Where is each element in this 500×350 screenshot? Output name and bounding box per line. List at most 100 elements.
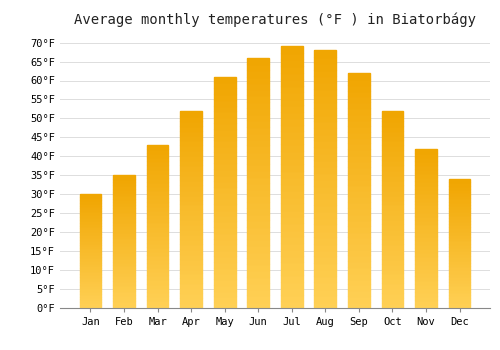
Bar <box>314 134 336 140</box>
Bar <box>448 228 470 231</box>
Bar <box>448 179 470 182</box>
Bar <box>113 281 135 285</box>
Bar <box>281 288 302 295</box>
Bar <box>214 129 236 134</box>
Bar <box>382 121 404 126</box>
Bar <box>146 251 169 255</box>
Bar <box>80 203 102 206</box>
Bar <box>248 58 269 308</box>
Title: Average monthly temperatures (°F ) in Biatorbágy: Average monthly temperatures (°F ) in Bi… <box>74 12 476 27</box>
Bar <box>80 194 102 308</box>
Bar <box>214 140 236 146</box>
Bar <box>382 165 404 170</box>
Bar <box>281 99 302 105</box>
Bar <box>314 224 336 231</box>
Bar <box>348 132 370 138</box>
Bar <box>214 175 236 181</box>
Bar <box>348 73 370 79</box>
Bar <box>248 108 269 114</box>
Bar <box>382 224 404 229</box>
Bar <box>80 274 102 277</box>
Bar <box>80 245 102 248</box>
Bar <box>415 177 437 181</box>
Bar <box>314 205 336 211</box>
Bar <box>146 161 169 165</box>
Bar <box>80 260 102 262</box>
Bar <box>281 301 302 308</box>
Bar <box>382 140 404 145</box>
Bar <box>348 167 370 173</box>
Bar <box>113 235 135 238</box>
Bar <box>348 279 370 285</box>
Bar <box>214 285 236 290</box>
Bar <box>214 100 236 106</box>
Bar <box>248 139 269 145</box>
Bar <box>146 145 169 308</box>
Bar <box>448 218 470 221</box>
Bar <box>214 198 236 204</box>
Bar <box>415 169 437 173</box>
Bar <box>180 145 202 150</box>
Bar <box>80 220 102 223</box>
Bar <box>248 277 269 283</box>
Bar <box>314 302 336 308</box>
Bar <box>80 282 102 285</box>
Bar <box>382 190 404 195</box>
Bar <box>448 211 470 215</box>
Bar <box>348 108 370 114</box>
Bar <box>314 289 336 295</box>
Bar <box>281 118 302 125</box>
Bar <box>448 260 470 263</box>
Bar <box>180 126 202 131</box>
Bar <box>214 273 236 279</box>
Bar <box>248 289 269 295</box>
Bar <box>113 252 135 255</box>
Bar <box>146 226 169 231</box>
Bar <box>146 182 169 186</box>
Bar <box>415 161 437 164</box>
Bar <box>214 83 236 88</box>
Bar <box>248 258 269 264</box>
Bar <box>146 255 169 259</box>
Bar <box>80 254 102 257</box>
Bar <box>314 89 336 95</box>
Bar <box>415 193 437 197</box>
Bar <box>248 214 269 220</box>
Bar <box>146 194 169 198</box>
Bar <box>80 243 102 245</box>
Bar <box>248 189 269 195</box>
Bar <box>314 198 336 205</box>
Bar <box>382 259 404 264</box>
Bar <box>281 72 302 79</box>
Bar <box>146 153 169 157</box>
Bar <box>415 229 437 232</box>
Bar <box>146 247 169 251</box>
Bar <box>415 272 437 276</box>
Bar <box>314 173 336 179</box>
Bar <box>180 160 202 165</box>
Bar <box>180 165 202 170</box>
Bar <box>415 236 437 240</box>
Bar <box>281 60 302 66</box>
Bar <box>113 248 135 252</box>
Bar <box>146 263 169 267</box>
Bar <box>448 195 470 198</box>
Bar <box>314 63 336 70</box>
Bar <box>113 218 135 222</box>
Bar <box>113 232 135 235</box>
Bar <box>382 116 404 121</box>
Bar <box>248 64 269 70</box>
Bar <box>382 254 404 259</box>
Bar <box>113 261 135 265</box>
Bar <box>146 157 169 161</box>
Bar <box>415 280 437 284</box>
Bar <box>281 275 302 282</box>
Bar <box>382 214 404 219</box>
Bar <box>348 85 370 91</box>
Bar <box>146 284 169 288</box>
Bar <box>281 282 302 288</box>
Bar <box>415 256 437 260</box>
Bar <box>80 257 102 260</box>
Bar <box>348 196 370 202</box>
Bar <box>146 145 169 149</box>
